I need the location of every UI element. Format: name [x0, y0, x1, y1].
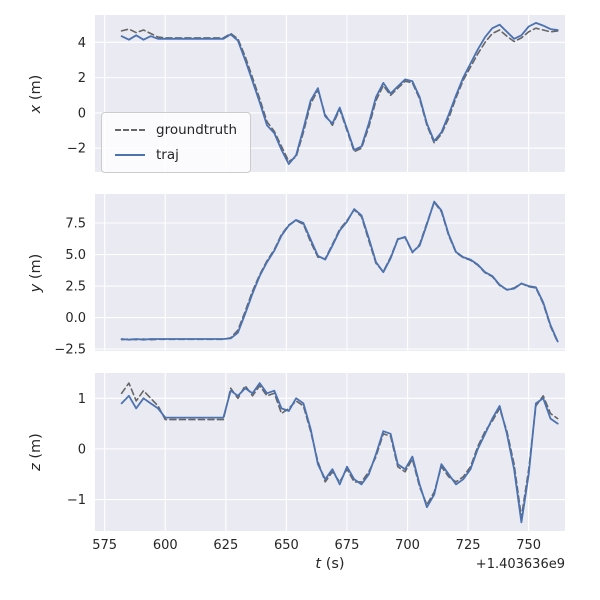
series-traj-line — [120, 21, 559, 166]
y-tick-label: 4 — [78, 36, 86, 51]
y-axis-label-z: z (m) — [28, 433, 44, 471]
axis-unit: (m) — [28, 253, 44, 284]
legend-label-groundtruth: groundtruth — [156, 122, 238, 138]
axis-unit: (m) — [28, 74, 44, 105]
axis-unit: (m) — [28, 433, 44, 464]
axis-var: x — [28, 104, 44, 114]
legend-entry-traj: traj — [115, 147, 237, 163]
series-traj-line — [120, 200, 559, 343]
x-tick-label: 600 — [153, 538, 178, 553]
axis-var: y — [28, 283, 44, 293]
legend-label-traj: traj — [156, 147, 179, 163]
x-tick-label: 750 — [516, 538, 541, 553]
y-tick-label: 0 — [78, 442, 86, 457]
axis-var: z — [28, 463, 44, 471]
x-tick-label: 650 — [274, 538, 299, 553]
y-tick-label: 0.0 — [65, 311, 86, 326]
x-tick-label: 700 — [395, 538, 420, 553]
x-tick-label: 725 — [456, 538, 481, 553]
y-tick-label: −1 — [67, 493, 86, 508]
x-tick-label: 675 — [335, 538, 360, 553]
y-axis-label-x: x (m) — [28, 75, 44, 114]
y-tick-label: 2.5 — [65, 280, 86, 295]
y-tick-label: −2 — [67, 142, 86, 157]
y-tick-label: 7.5 — [65, 217, 86, 232]
x-tick-label: 625 — [213, 538, 238, 553]
plot-area-z — [95, 373, 565, 531]
series-traj-line — [120, 382, 559, 524]
y-tick-label: 2 — [78, 71, 86, 86]
y-tick-label: −2.5 — [54, 343, 86, 358]
x-axis-label: t (s) — [315, 556, 344, 572]
groundtruth-line-sample — [115, 129, 145, 131]
legend-entry-groundtruth: groundtruth — [115, 122, 237, 138]
y-tick-label: 0 — [78, 106, 86, 121]
axis-unit: (s) — [321, 556, 345, 572]
axis-var: t — [315, 556, 322, 572]
x-axis-offset-label: +1.403636e9 — [475, 557, 565, 572]
series-groundtruth-line — [120, 382, 559, 519]
y-tick-label: 5.0 — [65, 248, 86, 263]
y-axis-label-y: y (m) — [28, 254, 44, 293]
x-tick-label: 575 — [92, 538, 117, 553]
y-tick-label: 1 — [78, 392, 86, 407]
legend: groundtruth traj — [101, 112, 252, 173]
traj-line-sample — [115, 154, 145, 156]
